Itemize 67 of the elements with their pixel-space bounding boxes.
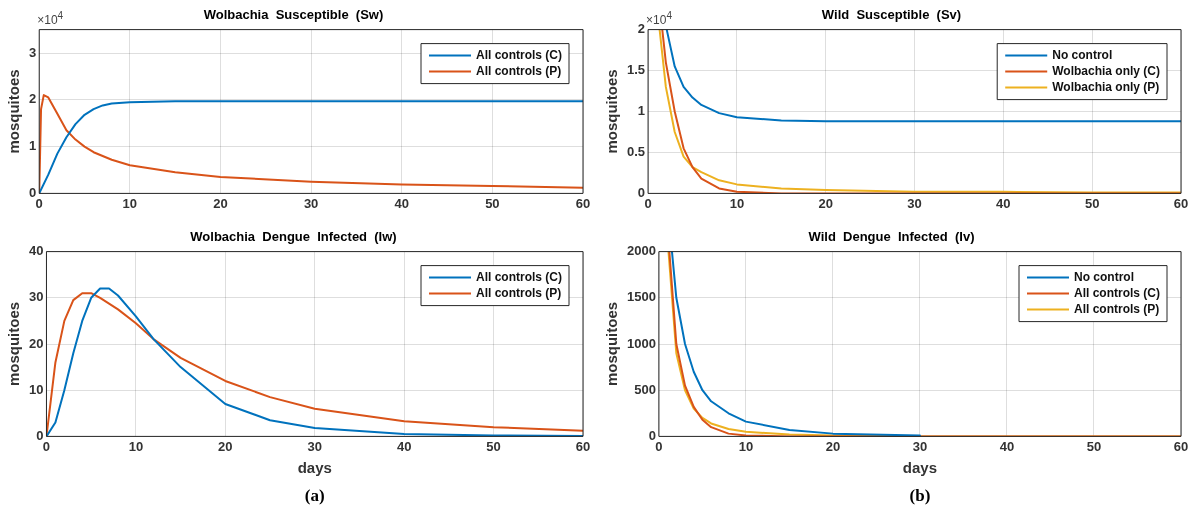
x-tick-label: 10	[122, 195, 138, 211]
y-tick-label: 30	[28, 289, 44, 305]
x-tick-label: 20	[213, 195, 228, 211]
x-tick-label: 10	[128, 438, 144, 454]
x-tick-label: 30	[912, 438, 928, 454]
y-tick-label: 40	[28, 243, 44, 259]
text: (b)	[908, 486, 932, 506]
y-tick-label: 2	[29, 91, 37, 107]
y-axis-title: mosquitoes	[603, 69, 621, 154]
legend-label: No control	[1074, 269, 1134, 284]
legend-label: Wolbachia only (P)	[1052, 79, 1160, 94]
legend-label: All controls (P)	[1074, 301, 1160, 316]
x-tick-label: 30	[303, 195, 319, 211]
y-tick-label: 0	[648, 427, 656, 443]
x-axis-title: days	[902, 459, 938, 477]
y-tick-label: 0	[29, 184, 37, 200]
y-tick-label: 1	[29, 138, 37, 154]
x-tick-label: 40	[999, 438, 1015, 454]
text: ×10$^{4}$	[646, 9, 672, 27]
x-tick-label: 50	[486, 438, 501, 454]
y-tick-label: 0	[637, 184, 646, 200]
x-tick-label: 10	[729, 195, 745, 211]
legend-label: All controls (P)	[476, 285, 562, 300]
x-tick-label: 60	[1173, 195, 1189, 211]
y-tick-label: 2000	[627, 243, 656, 259]
y-tick-label: 1000	[627, 335, 656, 351]
y-tick-label: 0.5	[626, 144, 646, 160]
x-tick-label: 40	[396, 438, 412, 454]
x-tick-label: 60	[575, 195, 591, 211]
x-tick-label: 50	[485, 195, 500, 211]
x-tick-label: 50	[1084, 195, 1100, 211]
legend-label: No control	[1052, 47, 1113, 62]
x-tick-label: 50	[1086, 438, 1102, 454]
legend-label: Wolbachia only (C)	[1052, 63, 1161, 78]
y-tick-label: 2	[637, 21, 646, 37]
x-tick-label: 30	[307, 438, 322, 454]
y-tick-label: 0	[36, 427, 44, 443]
y-axis-title: mosquitoes	[603, 301, 621, 387]
x-tick-label: 30	[907, 195, 922, 211]
x-tick-label: 20	[218, 438, 233, 454]
text: ×10$^{4}$	[37, 9, 64, 27]
y-tick-label: 500	[634, 381, 656, 397]
legend-label: All controls (C)	[476, 269, 562, 284]
x-axis-title: days	[297, 459, 332, 477]
chart-title: Wolbachia Susceptible (Sw)	[203, 7, 384, 23]
x-tick-label: 20	[825, 438, 841, 454]
chart-title: Wild Dengue Infected (Iv)	[808, 229, 975, 245]
x-tick-label: 60	[575, 438, 591, 454]
x-tick-label: 10	[738, 438, 754, 454]
legend-label: All controls (C)	[476, 47, 562, 62]
y-tick-label: 10	[28, 381, 44, 397]
y-tick-label: 1500	[627, 289, 656, 305]
y-axis-title: mosquitoes	[5, 301, 23, 387]
chart-title: Wild Susceptible (Sv)	[821, 7, 962, 23]
text: (a)	[303, 486, 326, 506]
chart-title: Wolbachia Dengue Infected (Iw)	[190, 229, 397, 245]
x-tick-label: 40	[996, 195, 1011, 211]
y-axis-title: mosquitoes	[5, 69, 23, 154]
y-tick-label: 1	[637, 103, 646, 119]
legend-label: All controls (C)	[1074, 285, 1160, 300]
x-tick-label: 40	[394, 195, 409, 211]
legend-label: All controls (P)	[476, 63, 562, 78]
x-tick-label: 20	[818, 195, 833, 211]
x-tick-label: 60	[1173, 438, 1189, 454]
y-tick-label: 1.5	[626, 62, 646, 78]
y-tick-label: 20	[28, 335, 44, 351]
y-tick-label: 3	[29, 44, 37, 60]
